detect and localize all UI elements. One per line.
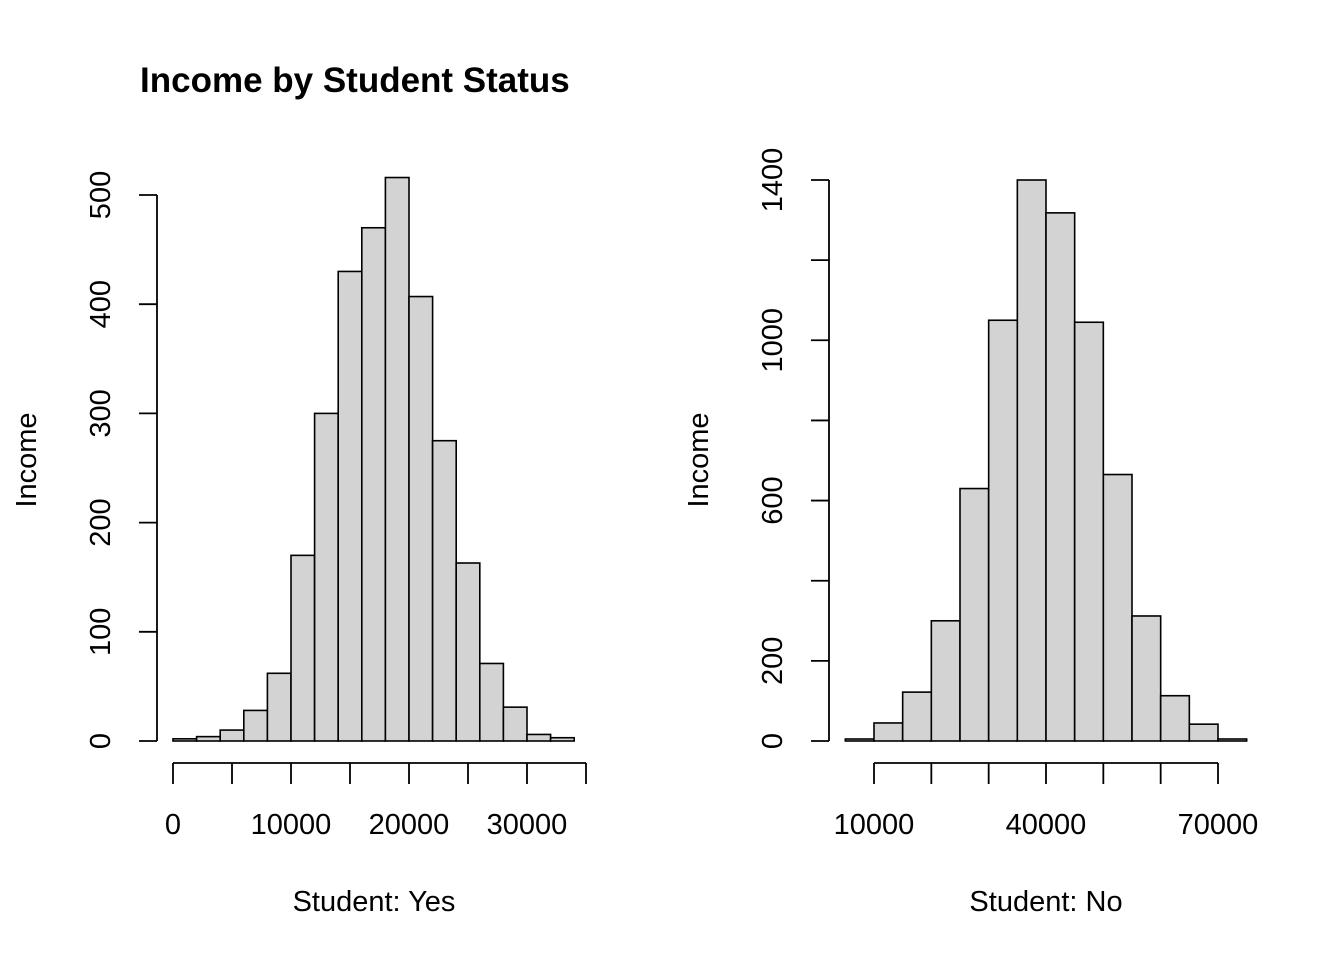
bar xyxy=(384,176,410,742)
bar xyxy=(987,319,1019,742)
y-tick-label: 200 xyxy=(757,637,789,685)
x-axis-label-student-yes: Student: Yes xyxy=(293,886,456,918)
bar xyxy=(431,439,458,742)
bar xyxy=(901,691,933,742)
bar xyxy=(337,270,363,742)
x-axis-label-student-no: Student: No xyxy=(969,886,1122,918)
y-tick-label: 200 xyxy=(85,498,117,546)
bar xyxy=(408,295,434,742)
bar xyxy=(1131,615,1162,742)
bar xyxy=(844,738,875,742)
bar xyxy=(502,706,528,742)
bar xyxy=(313,412,340,742)
x-tick-label: 10000 xyxy=(251,809,332,841)
bar xyxy=(526,733,552,742)
y-axis-label-student-yes: Income xyxy=(11,412,43,507)
y-tick-label: 300 xyxy=(85,389,117,437)
x-axis-student-no: 10000 40000 70000 xyxy=(834,762,1259,841)
bar xyxy=(455,562,481,742)
y-tick-label: 100 xyxy=(85,608,117,656)
bar xyxy=(1159,694,1191,742)
figure-title: Income by Student Status xyxy=(140,61,570,100)
x-tick-label: 10000 xyxy=(834,809,915,841)
y-tick-label: 1400 xyxy=(757,148,789,213)
y-tick-label: 1000 xyxy=(757,308,789,373)
y-tick-label: 0 xyxy=(85,733,117,749)
histogram-student-no: 0 200 600 1000 1400 10000 40000 70000 Income S… xyxy=(683,148,1258,918)
bar xyxy=(195,735,222,742)
bar xyxy=(243,709,269,742)
bar xyxy=(1045,212,1076,742)
y-tick-label: 0 xyxy=(757,733,789,749)
y-tick-label: 400 xyxy=(85,280,117,328)
bar xyxy=(959,487,990,742)
x-tick-label: 20000 xyxy=(369,809,450,841)
bar xyxy=(873,722,904,742)
bar xyxy=(1217,738,1248,742)
y-axis-student-yes: 0 100 200 300 400 500 xyxy=(85,171,158,749)
bar xyxy=(930,619,961,742)
x-axis-student-yes: 0 10000 20000 30000 xyxy=(165,762,587,841)
bar xyxy=(1188,723,1219,742)
y-tick-label: 500 xyxy=(85,171,117,219)
bar xyxy=(1016,179,1047,742)
histogram-student-yes: 0 100 200 300 400 500 0 10000 20000 30000 Income… xyxy=(11,171,587,918)
bar xyxy=(360,226,387,742)
bars-student-yes xyxy=(172,176,575,742)
bars-student-no xyxy=(844,179,1248,742)
y-axis-student-no: 0 200 600 1000 1400 xyxy=(757,148,830,749)
x-tick-label: 70000 xyxy=(1178,809,1259,841)
x-tick-label: 0 xyxy=(165,809,181,841)
bar xyxy=(290,554,316,742)
bar xyxy=(549,736,575,742)
bar xyxy=(1102,473,1133,742)
y-axis-label-student-no: Income xyxy=(683,412,715,507)
bar xyxy=(478,662,505,742)
y-tick-label: 600 xyxy=(757,476,789,524)
bar xyxy=(172,738,198,742)
bar xyxy=(219,729,245,742)
bar xyxy=(1073,321,1105,742)
x-tick-label: 40000 xyxy=(1006,809,1087,841)
x-tick-label: 30000 xyxy=(487,809,568,841)
bar xyxy=(266,672,292,742)
